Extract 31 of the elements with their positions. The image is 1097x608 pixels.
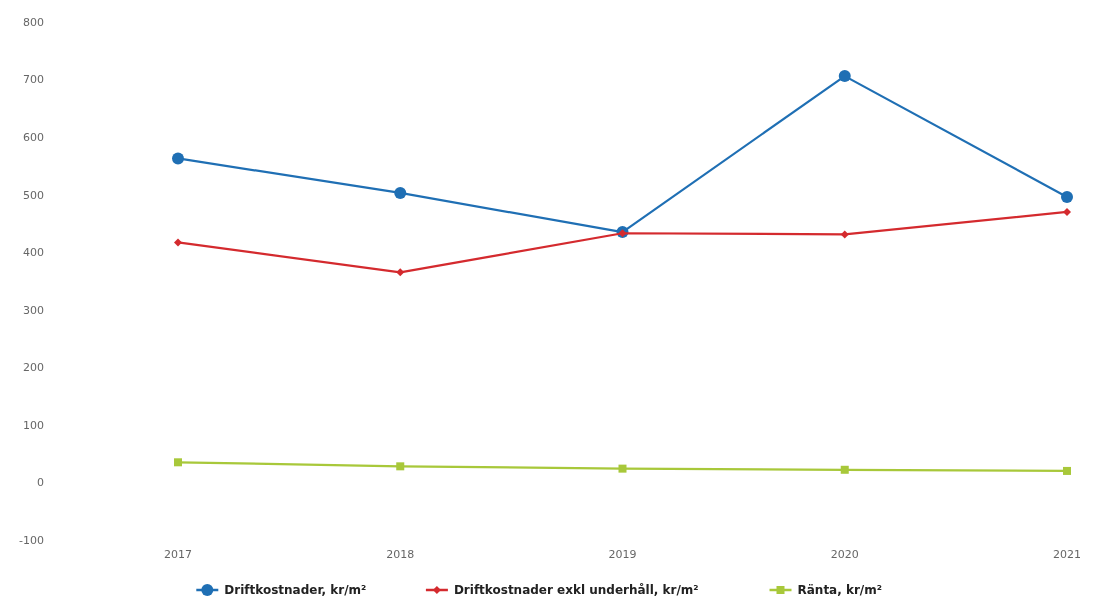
y-tick-label: 500 bbox=[23, 188, 44, 202]
x-tick-label: 2019 bbox=[608, 548, 637, 561]
point bbox=[394, 186, 407, 199]
legend-label: Driftkostnader, kr/m² bbox=[224, 583, 367, 598]
point bbox=[618, 464, 627, 473]
point bbox=[840, 465, 849, 474]
y-tick-label: 600 bbox=[23, 130, 44, 144]
y-tick-label: 0 bbox=[37, 476, 44, 490]
y-tick-label: -100 bbox=[19, 533, 44, 547]
point bbox=[1063, 466, 1071, 475]
point bbox=[1063, 207, 1071, 216]
point bbox=[396, 268, 405, 277]
point bbox=[172, 152, 184, 165]
y-tick-label: 400 bbox=[23, 246, 44, 260]
point bbox=[396, 462, 405, 471]
x-tick-label: 2020 bbox=[830, 548, 859, 561]
legend-label: Ränta, kr/m² bbox=[797, 583, 882, 598]
point bbox=[174, 458, 182, 467]
x-tick-label: 2018 bbox=[386, 548, 415, 561]
y-tick-label: 300 bbox=[23, 303, 44, 317]
point bbox=[838, 70, 851, 83]
x-tick-label: 2017 bbox=[164, 548, 192, 561]
point bbox=[1061, 190, 1073, 203]
point bbox=[174, 238, 182, 247]
y-tick-label: 200 bbox=[23, 361, 44, 375]
y-tick-label: 700 bbox=[23, 73, 44, 87]
y-tick-label: 100 bbox=[23, 418, 44, 432]
y-tick-label: 800 bbox=[23, 15, 44, 29]
x-tick-label: 2021 bbox=[1053, 548, 1081, 561]
legend-label: Driftkostnader exkl underhåll, kr/m² bbox=[453, 583, 699, 598]
point bbox=[840, 230, 849, 239]
